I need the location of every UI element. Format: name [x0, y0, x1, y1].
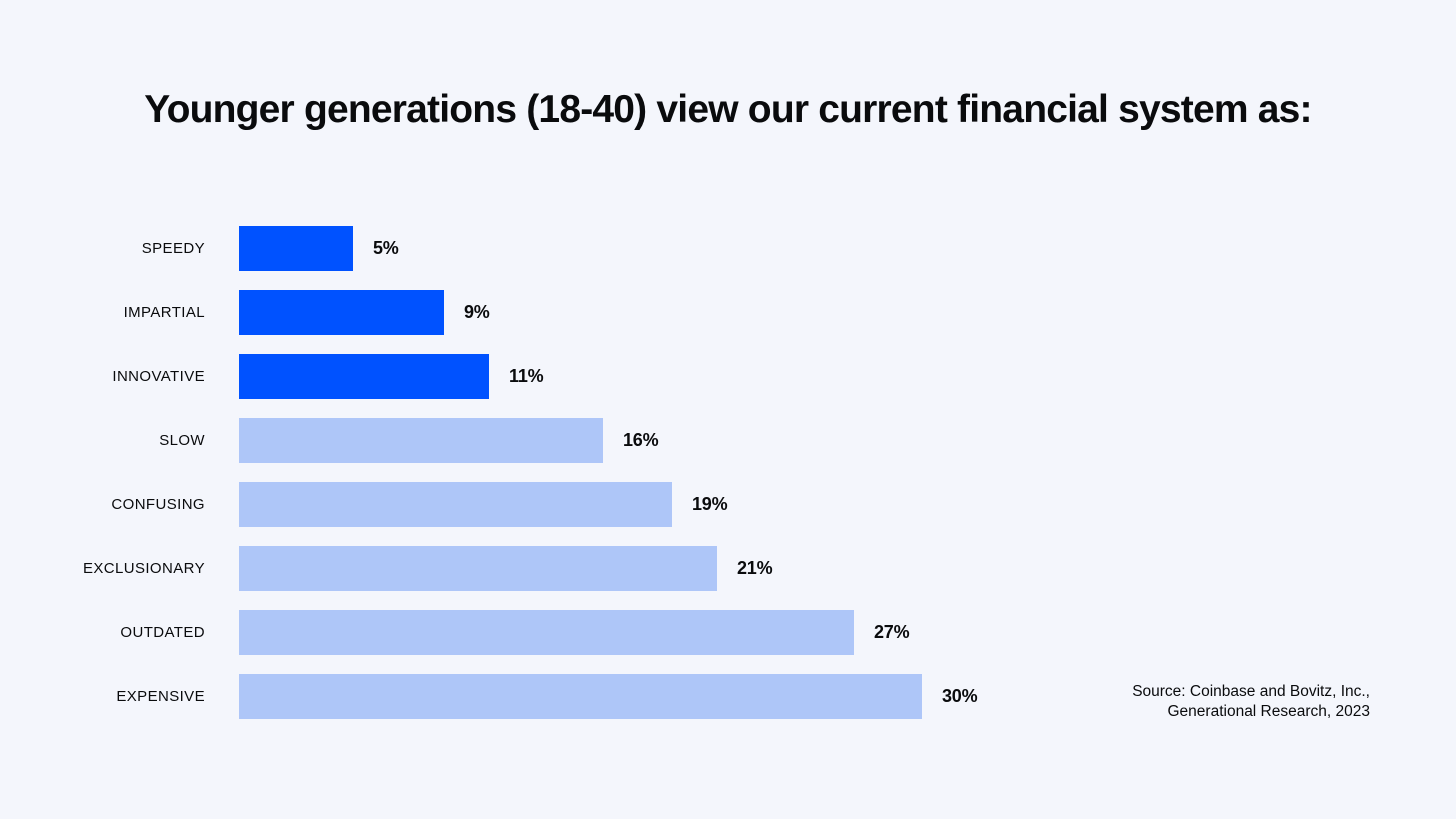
- category-label: EXPENSIVE: [116, 687, 205, 705]
- value-label: 16%: [623, 429, 659, 450]
- chart-row: SLOW 16%: [0, 408, 977, 472]
- source-line-2: Generational Research, 2023: [1167, 703, 1371, 720]
- category-label: SPEEDY: [141, 239, 205, 257]
- chart-title: Younger generations (18-40) view our cur…: [144, 88, 1312, 131]
- bar-slow: [239, 417, 603, 463]
- bar-impartial: [239, 289, 444, 335]
- value-label: 9%: [464, 301, 490, 322]
- chart-row: SPEEDY 5%: [0, 216, 977, 280]
- value-label: 11%: [509, 365, 544, 386]
- value-label: 30%: [942, 685, 978, 706]
- category-label: SLOW: [159, 431, 205, 449]
- category-label: EXCLUSIONARY: [82, 559, 205, 577]
- chart-row: OUTDATED 27%: [0, 600, 977, 664]
- value-label: 19%: [692, 493, 728, 514]
- bar-chart: SPEEDY 5% IMPARTIAL 9% INNOVATIVE 11% SLOW 16% C…: [0, 216, 978, 728]
- value-label: 27%: [874, 621, 910, 642]
- source-line-1: Source: Coinbase and Bovitz, Inc.,: [1132, 683, 1370, 700]
- category-label: CONFUSING: [111, 495, 205, 513]
- bar-exclusionary: [239, 545, 717, 591]
- bar-expensive: [239, 673, 922, 719]
- chart-row: EXPENSIVE 30%: [0, 664, 978, 728]
- bar-outdated: [239, 609, 854, 655]
- chart-row: INNOVATIVE 11%: [0, 344, 977, 408]
- bar-innovative: [239, 353, 489, 399]
- value-label: 5%: [373, 237, 399, 258]
- bar-speedy: [239, 225, 353, 271]
- category-label: IMPARTIAL: [123, 303, 205, 321]
- bar-confusing: [239, 481, 672, 527]
- chart-row: IMPARTIAL 9%: [0, 280, 977, 344]
- category-label: INNOVATIVE: [112, 367, 205, 385]
- chart-row: EXCLUSIONARY 21%: [0, 536, 977, 600]
- category-label: OUTDATED: [120, 623, 205, 641]
- value-label: 21%: [737, 557, 773, 578]
- source-attribution: Source: Coinbase and Bovitz, Inc., Gener…: [1132, 682, 1370, 722]
- chart-row: CONFUSING 19%: [0, 472, 977, 536]
